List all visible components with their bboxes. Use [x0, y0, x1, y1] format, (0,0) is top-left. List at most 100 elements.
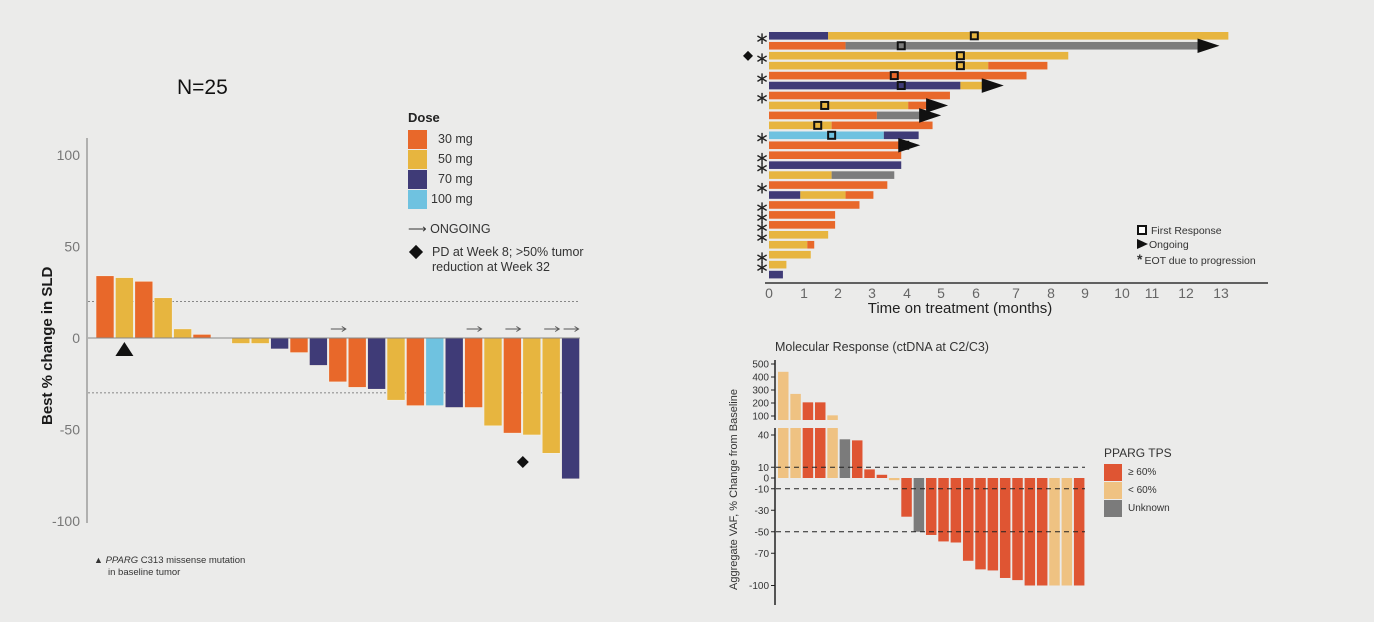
bar	[561, 337, 580, 480]
waterfall-chart: 100 50 0 -50 -100 Best % change in SLD	[39, 138, 580, 529]
swimmer-segment	[769, 201, 860, 209]
legend-diamond-line2: reduction at Week 32	[432, 260, 550, 274]
bar	[483, 337, 503, 427]
bar	[173, 328, 192, 339]
bar	[270, 337, 289, 350]
ongoing-triangle	[919, 108, 942, 123]
swimmer-segment	[769, 171, 832, 179]
bar	[938, 478, 949, 542]
legend-eot: * EOT due to progression	[1137, 252, 1256, 268]
bar	[851, 440, 863, 478]
ongoing-triangle-icon	[1137, 239, 1148, 249]
bar-upper-part	[778, 371, 789, 420]
tps-swatch	[1104, 500, 1122, 517]
x-tick-label: 4	[903, 285, 911, 301]
swimmer-segment	[828, 32, 1229, 40]
ongoing-arrowhead	[574, 326, 580, 332]
eot-asterisk: ∗	[755, 218, 769, 238]
x-tick-label: 12	[1178, 285, 1194, 301]
x-tick-label: 10	[1114, 285, 1130, 301]
x-tick-label: 6	[972, 285, 980, 301]
bar	[1024, 478, 1036, 586]
bar	[1073, 478, 1085, 586]
dose-legend-title: Dose	[408, 110, 440, 125]
ongoing-arrowhead	[477, 326, 483, 332]
ongoing-arrowhead	[516, 326, 522, 332]
bar-lower-part	[802, 428, 814, 478]
ongoing-triangle	[981, 78, 1004, 93]
footnote-gene: PPARG	[105, 555, 139, 566]
diamond-marker	[743, 50, 753, 61]
swimmer-segment	[769, 260, 787, 269]
y-tick-label: -100	[749, 581, 769, 592]
swimmer-segment	[769, 221, 836, 229]
x-tick-label: 11	[1145, 285, 1160, 301]
x-tick-label: 1	[800, 285, 808, 301]
bar	[999, 478, 1011, 578]
bar	[328, 337, 348, 383]
bar-lower-part	[814, 428, 826, 478]
swimmer-segment	[845, 191, 874, 199]
first-response-marker	[955, 61, 965, 71]
swimmer-segment	[831, 171, 895, 179]
tps-label: Unknown	[1128, 503, 1170, 514]
molecular-title: Molecular Response (ctDNA at C2/C3)	[775, 340, 989, 354]
swimmer-segment	[769, 270, 783, 279]
first-response-marker	[969, 31, 979, 41]
bar	[888, 478, 900, 481]
swimmer-segment	[769, 32, 829, 40]
dose-label: 50 mg	[438, 152, 473, 166]
bar	[864, 469, 875, 478]
dose-swatch-70mg	[408, 170, 427, 189]
dose-label: 100 mg	[431, 192, 473, 206]
tps-label: ≥ 60%	[1128, 467, 1157, 478]
footnote-line1: C313 missense mutation	[138, 555, 246, 566]
y-tick-label: -50	[755, 527, 770, 538]
swimmer-segment	[769, 121, 832, 130]
swimmer-xlabel: Time on treatment (months)	[868, 300, 1053, 317]
bar	[503, 337, 522, 434]
swimmer-segment	[845, 41, 1201, 50]
bar	[522, 337, 542, 436]
bar	[1036, 478, 1048, 586]
x-tick-label: 0	[765, 285, 773, 301]
swimmer-segment	[769, 250, 811, 259]
y-tick-label: 200	[752, 399, 769, 410]
swimmer-segment	[769, 231, 829, 239]
eot-asterisk: ∗	[755, 89, 769, 109]
ongoing-arrowhead	[554, 326, 561, 332]
legend-first-response: First Response	[1137, 224, 1256, 238]
eot-asterisk: ∗	[755, 158, 769, 178]
bar	[876, 474, 888, 478]
swimmer-segment	[769, 111, 877, 120]
bar	[975, 478, 986, 570]
y-tick-label: -10	[755, 484, 770, 495]
legend-ongoing-swimmer-label: Ongoing	[1149, 239, 1189, 251]
swimmer-segment	[807, 240, 815, 249]
bar	[309, 337, 328, 366]
first-response-marker	[827, 130, 837, 140]
swimmer-segment	[960, 81, 985, 90]
dose-label: 30 mg	[438, 132, 473, 146]
dose-swatch-100mg	[408, 190, 427, 209]
ongoing-arrow-icon: ⟶	[408, 221, 427, 236]
legend-diamond-line1: PD at Week 8; >50% tumor	[432, 245, 584, 259]
bar	[541, 337, 561, 454]
ongoing-arrowhead	[341, 326, 347, 332]
y-tick-label: 300	[752, 386, 769, 397]
swimmer-chart: ∗∗∗∗∗∗∗∗∗∗∗∗∗∗ 0 1 2 3 4 5 6 7 8 9 10 11 12 13 Time o…	[743, 29, 1268, 317]
y-tick-label: -30	[755, 506, 770, 517]
bar	[386, 337, 406, 401]
bar	[987, 478, 999, 571]
swimmer-segment	[769, 81, 961, 90]
swimmer-segment	[876, 111, 923, 120]
bar	[250, 337, 270, 344]
bar	[444, 337, 464, 408]
y-tick-label: 10	[758, 463, 770, 474]
bar	[406, 337, 425, 407]
legend-diamond: PD at Week 8; >50% tumor reduction at We…	[432, 245, 584, 275]
bar	[1049, 478, 1060, 586]
x-tick-label: 13	[1213, 285, 1229, 301]
tps-label: < 60%	[1128, 485, 1157, 496]
swimmer-segment	[769, 131, 884, 140]
